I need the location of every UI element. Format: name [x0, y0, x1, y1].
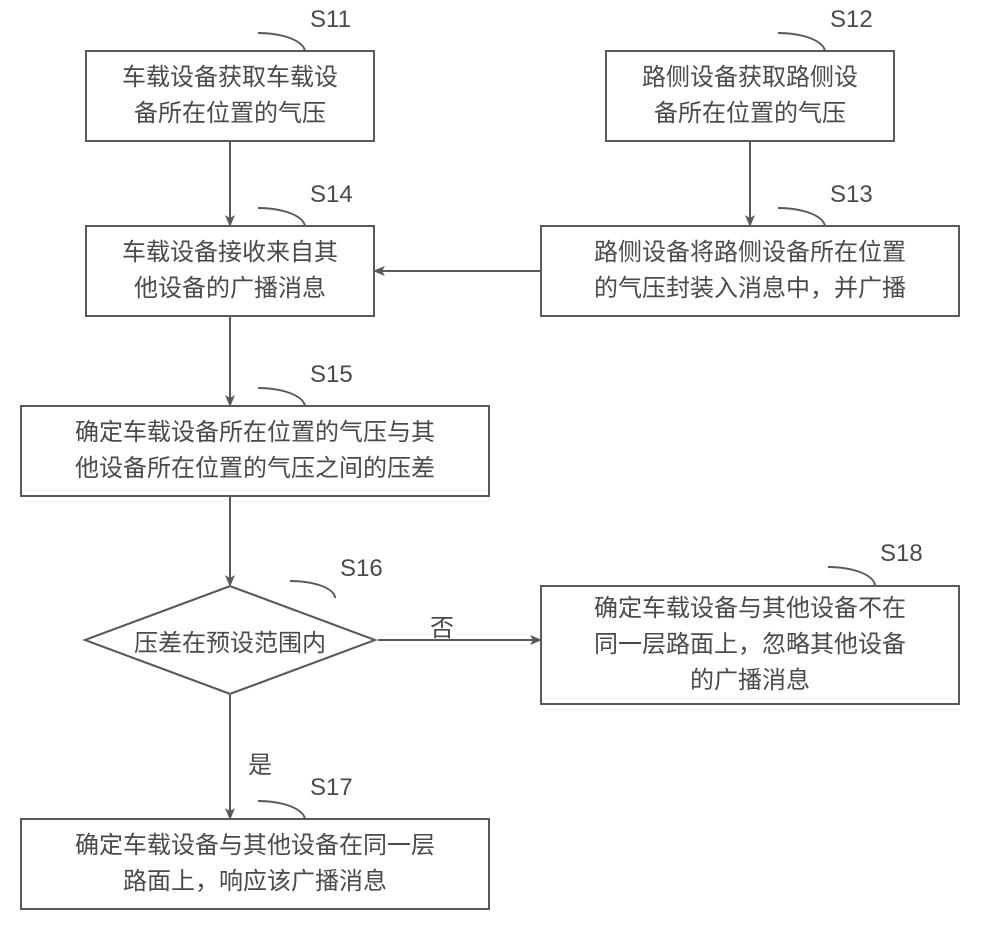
swoop-s16 [290, 580, 336, 598]
node-s17: 确定车载设备与其他设备在同一层路面上，响应该广播消息 [20, 818, 490, 910]
label-s13: S13 [830, 181, 873, 209]
node-s14: 车载设备接收来自其他设备的广播消息 [85, 225, 375, 317]
node-s17-text: 确定车载设备与其他设备在同一层路面上，响应该广播消息 [75, 828, 435, 900]
swoop-s13 [778, 207, 826, 227]
label-s15: S15 [310, 361, 353, 389]
swoop-s12 [778, 32, 826, 52]
node-s15: 确定车载设备所在位置的气压与其他设备所在位置的气压之间的压差 [20, 405, 490, 497]
node-s16: 压差在预设范围内 [82, 585, 378, 695]
swoop-s17 [258, 800, 306, 820]
node-s11-text: 车载设备获取车载设备所在位置的气压 [122, 60, 338, 132]
swoop-s18 [828, 566, 876, 586]
label-s12: S12 [830, 6, 873, 34]
label-s17: S17 [310, 774, 353, 802]
node-s12-text: 路侧设备获取路侧设备所在位置的气压 [642, 60, 858, 132]
swoop-s14 [258, 207, 306, 227]
node-s15-text: 确定车载设备所在位置的气压与其他设备所在位置的气压之间的压差 [75, 415, 435, 487]
node-s13-text: 路侧设备将路侧设备所在位置的气压封装入消息中，并广播 [594, 235, 906, 307]
node-s13: 路侧设备将路侧设备所在位置的气压封装入消息中，并广播 [540, 225, 960, 317]
node-s14-text: 车载设备接收来自其他设备的广播消息 [122, 235, 338, 307]
node-s16-text: 压差在预设范围内 [134, 623, 326, 658]
node-s16-textwrap: 压差在预设范围内 [82, 585, 378, 695]
label-s14: S14 [310, 181, 353, 209]
node-s18-text: 确定车载设备与其他设备不在同一层路面上，忽略其他设备的广播消息 [594, 591, 906, 699]
label-s11: S11 [310, 6, 351, 34]
node-s18: 确定车载设备与其他设备不在同一层路面上，忽略其他设备的广播消息 [540, 585, 960, 705]
branch-yes: 是 [248, 745, 272, 780]
branch-no: 否 [430, 608, 454, 643]
swoop-s15 [258, 387, 306, 407]
node-s11: 车载设备获取车载设备所在位置的气压 [85, 50, 375, 142]
node-s12: 路侧设备获取路侧设备所在位置的气压 [605, 50, 895, 142]
label-s18: S18 [880, 540, 923, 568]
label-s16: S16 [340, 555, 383, 583]
swoop-s11 [258, 32, 306, 52]
